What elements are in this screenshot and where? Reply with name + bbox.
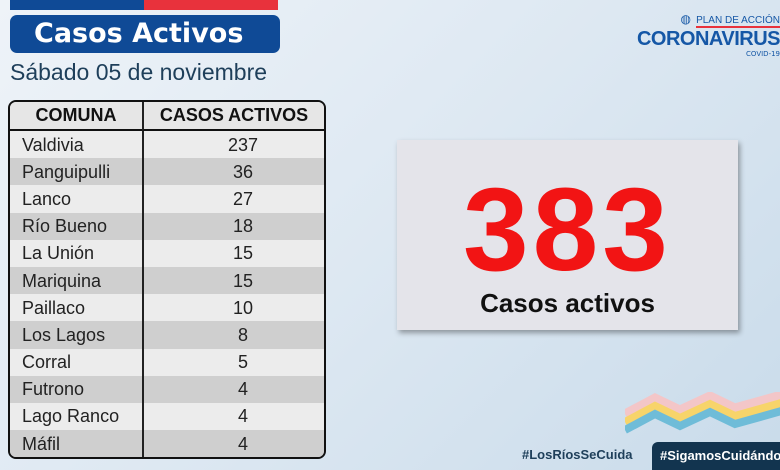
total-label: Casos activos xyxy=(480,288,655,318)
casos-cell: 27 xyxy=(142,185,324,213)
table-row: Lanco 27 xyxy=(10,185,324,213)
comuna-cell: Panguipulli xyxy=(10,158,143,186)
comuna-cell: Futrono xyxy=(10,375,143,403)
table-row: Río Bueno 18 xyxy=(10,212,324,240)
casos-cell: 4 xyxy=(142,402,324,431)
comuna-cell: Máfil xyxy=(10,430,143,458)
comuna-cell: Mariquina xyxy=(10,266,143,295)
comuna-cell: Valdivia xyxy=(10,131,143,159)
wave-decoration xyxy=(625,392,780,434)
coronavirus-logo: ◍ PLAN DE ACCIÓN CORONAVIRUS COVID-19 xyxy=(636,12,780,58)
casos-cell: 15 xyxy=(142,266,324,295)
comuna-cell: Lanco xyxy=(10,185,143,213)
casos-cell: 8 xyxy=(142,321,324,349)
table-row: Futrono 4 xyxy=(10,375,324,403)
casos-cell: 18 xyxy=(142,212,324,240)
globe-icon: ◍ xyxy=(680,12,691,26)
total-value: 383 xyxy=(463,164,672,296)
flag-stripe xyxy=(10,0,278,10)
casos-cell: 15 xyxy=(142,239,324,267)
table-row: Máfil 4 xyxy=(10,430,324,458)
total-card: 383 Casos activos xyxy=(397,140,738,330)
casos-cell: 4 xyxy=(142,430,324,458)
table-row: Panguipulli 36 xyxy=(10,158,324,186)
page-title: Casos Activos xyxy=(10,15,280,53)
table-row: Valdivia 237 xyxy=(10,131,324,159)
header-casos: CASOS ACTIVOS xyxy=(142,102,324,131)
table-row: Paillaco 10 xyxy=(10,294,324,322)
comuna-cell: La Unión xyxy=(10,239,143,267)
casos-cell: 36 xyxy=(142,158,324,186)
table-row: Los Lagos 8 xyxy=(10,321,324,349)
comuna-cell: Río Bueno xyxy=(10,212,143,240)
date-subtitle: Sábado 05 de noviembre xyxy=(10,59,268,85)
hashtag-sigamos: #SigamosCuidándonos xyxy=(652,442,780,470)
table-row: Mariquina 15 xyxy=(10,266,324,295)
comuna-cell: Lago Ranco xyxy=(10,402,143,431)
header-comuna: COMUNA xyxy=(10,102,143,131)
table-row: Lago Ranco 4 xyxy=(10,402,324,431)
casos-cell: 4 xyxy=(142,375,324,403)
table-row: Corral 5 xyxy=(10,348,324,376)
casos-cell: 5 xyxy=(142,348,324,376)
hashtag-los-rios: #LosRíosSeCuida xyxy=(522,447,633,462)
cases-table: COMUNA CASOS ACTIVOS Valdivia 237 Panguipu… xyxy=(8,100,326,460)
casos-cell: 237 xyxy=(142,131,324,159)
casos-cell: 10 xyxy=(142,294,324,322)
comuna-cell: Paillaco xyxy=(10,294,143,322)
comuna-cell: Corral xyxy=(10,348,143,376)
table-row: La Unión 15 xyxy=(10,239,324,267)
comuna-cell: Los Lagos xyxy=(10,321,143,349)
